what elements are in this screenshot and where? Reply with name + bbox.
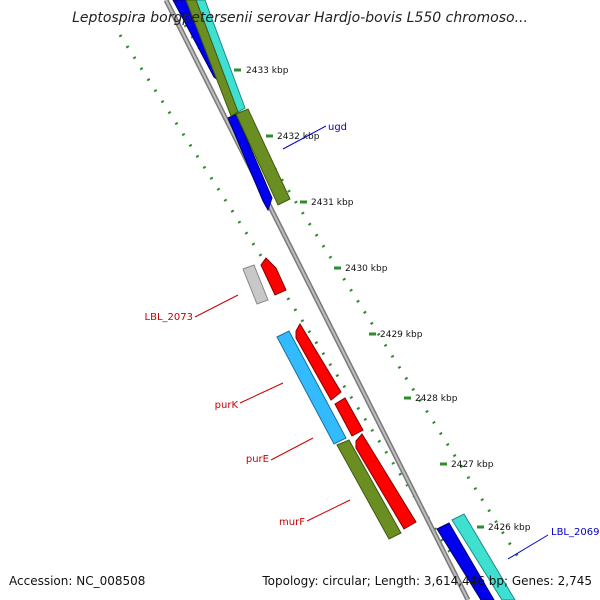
label-murF: murF — [279, 517, 305, 528]
tick-2427: 2427 kbp — [451, 460, 494, 470]
gene-grey[interactable] — [242, 264, 269, 305]
tick-2432: 2432 kbp — [277, 132, 320, 142]
label-purK: purK — [215, 400, 239, 411]
label-lbl2069: LBL_2069 — [551, 527, 599, 538]
ruler-outer — [118, 34, 457, 561]
gene-lbl2073[interactable] — [260, 257, 287, 296]
label-purE: purE — [246, 454, 269, 465]
accession-label: Accession: NC_008508 — [9, 574, 146, 588]
tick-2433: 2433 kbp — [246, 66, 289, 76]
tick-marks — [234, 68, 484, 529]
label-lbl2073: LBL_2073 — [145, 312, 193, 323]
gene-purK[interactable] — [295, 323, 342, 401]
gene-purE[interactable] — [334, 397, 364, 437]
gene-olive-murF[interactable] — [336, 439, 402, 540]
gene-blue-2[interactable] — [227, 113, 273, 212]
tick-labels: 2433 kbp 2432 kbp 2431 kbp 2430 kbp 2429… — [246, 66, 531, 533]
gene-olive-2[interactable] — [235, 108, 291, 206]
tick-2428: 2428 kbp — [415, 394, 458, 404]
gene-skyblue[interactable] — [276, 330, 347, 445]
label-ugd: ugd — [328, 122, 347, 133]
gene-murF[interactable] — [355, 433, 417, 530]
gene-cyan-bottom[interactable] — [451, 513, 516, 600]
gene-olive-1[interactable] — [185, 0, 239, 117]
genome-summary: Topology: circular; Length: 3,614,446 bp… — [262, 574, 592, 588]
label-leaders — [194, 125, 549, 560]
tick-2431: 2431 kbp — [311, 198, 354, 208]
tick-2426: 2426 kbp — [488, 523, 531, 533]
tick-2429: 2429 kbp — [380, 330, 423, 340]
map-title: Leptospira borgpetersenii serovar Hardjo… — [72, 10, 528, 26]
gene-blue-bottom[interactable] — [436, 522, 495, 600]
tick-2430: 2430 kbp — [345, 264, 388, 274]
